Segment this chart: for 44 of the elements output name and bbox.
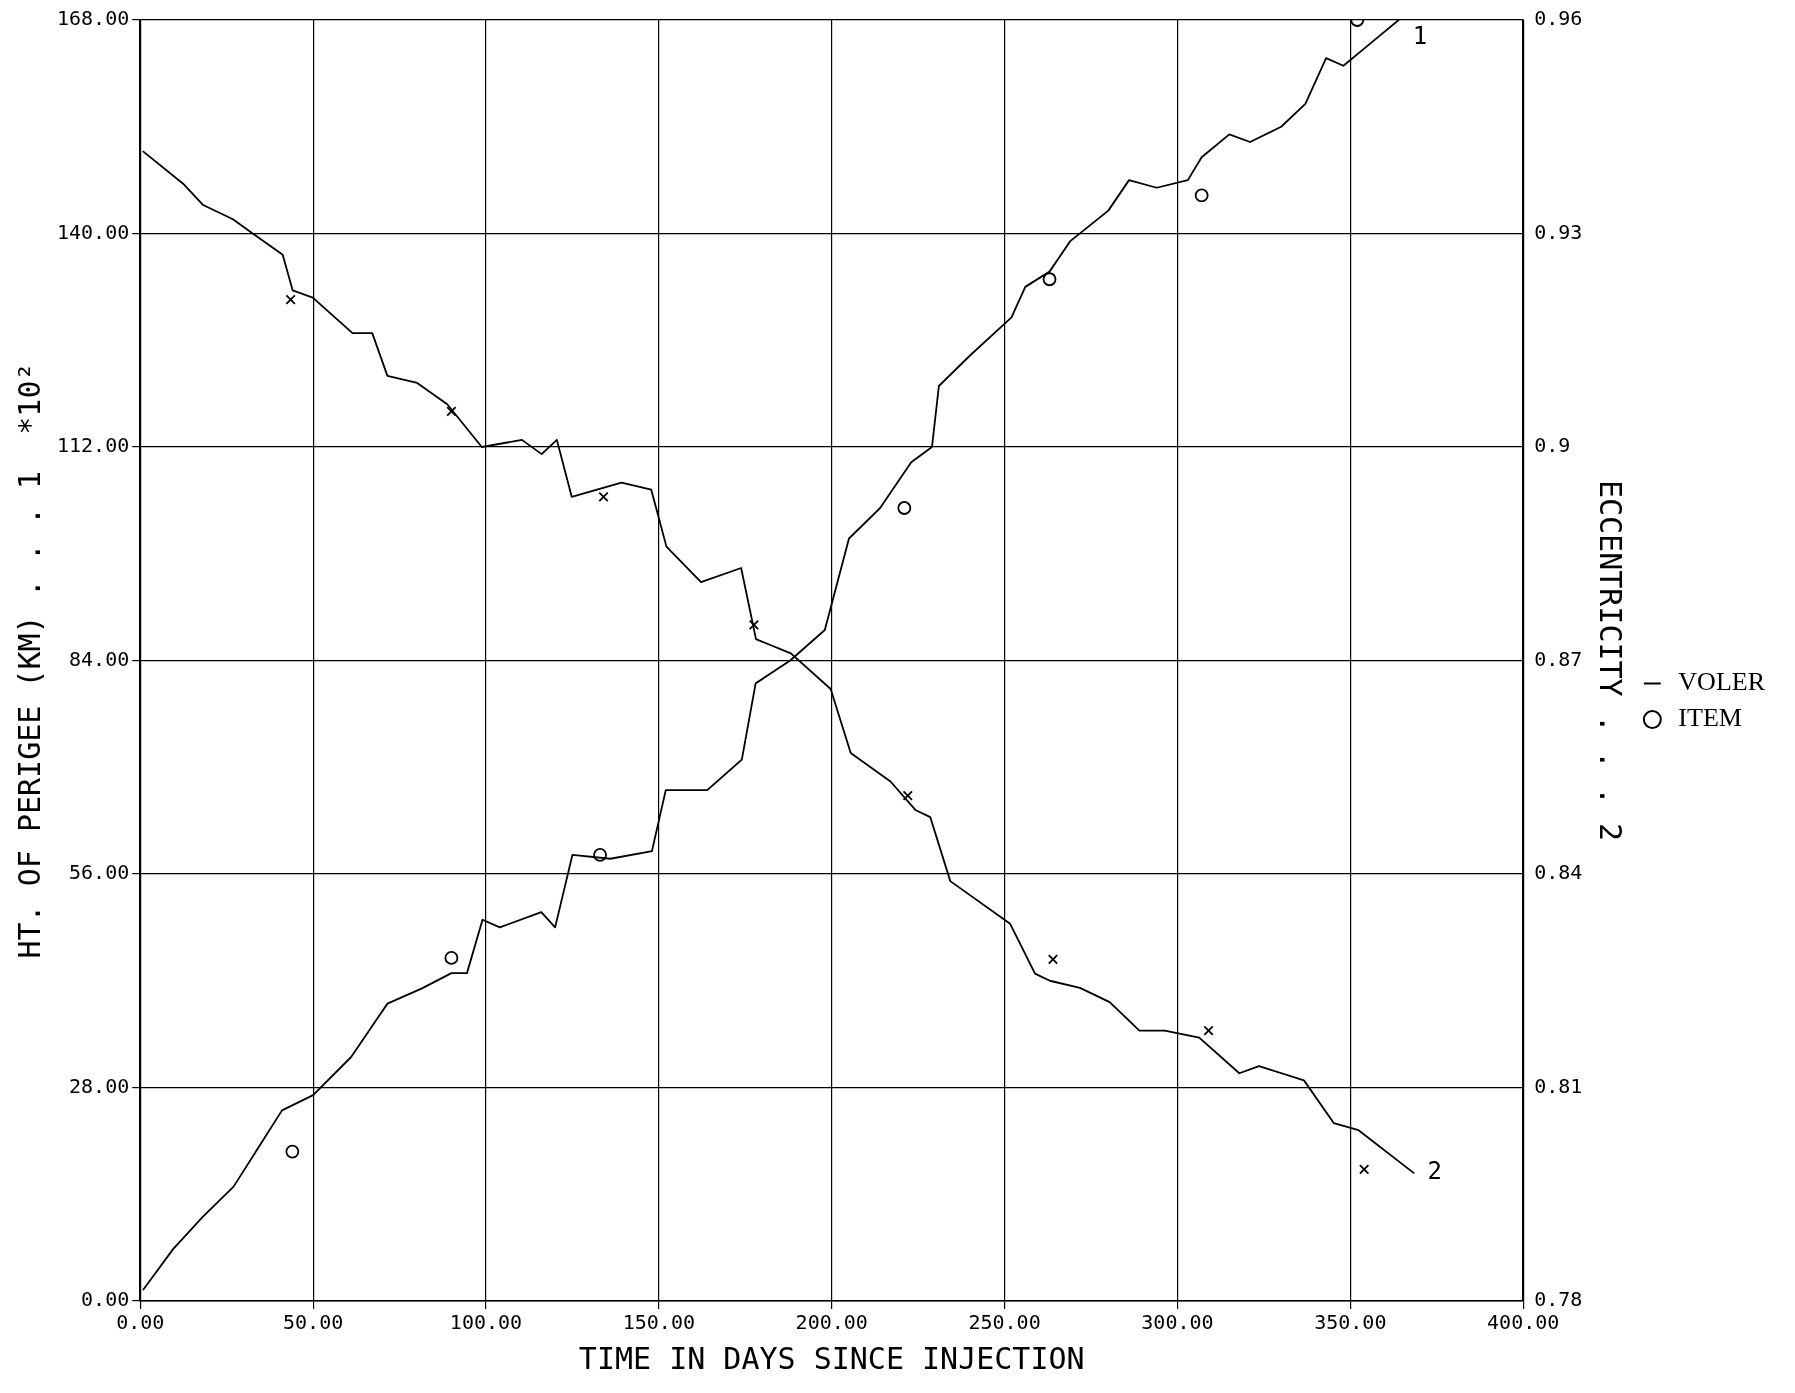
y2-tick-label: 0.87: [1534, 646, 1583, 671]
y-tick-label: 28.00: [69, 1073, 130, 1098]
y2-axis-title: ECCENTRICITY . . . 2: [1592, 479, 1628, 842]
y2-tick-label: 0.81: [1534, 1073, 1583, 1098]
y2-tick-label: 0.96: [1534, 6, 1583, 31]
x-axis-title: TIME IN DAYS SINCE INJECTION: [578, 1340, 1085, 1376]
point: [1047, 954, 1059, 965]
x-tick-label: 150.00: [622, 1310, 695, 1335]
x-tick-label: 0.00: [116, 1310, 165, 1335]
x-tick-label: 300.00: [1141, 1310, 1214, 1335]
y-tick-label: 84.00: [69, 646, 130, 671]
y2-tick-label: 0.84: [1534, 860, 1583, 885]
y2-tick-label: 0.93: [1534, 219, 1583, 244]
point: [285, 1144, 300, 1159]
x-tick-label: 50.00: [283, 1310, 344, 1335]
point: [1042, 272, 1057, 287]
y-tick-label: 56.00: [69, 860, 130, 885]
x-tick-label: 350.00: [1314, 1310, 1387, 1335]
point: [1359, 1164, 1370, 1175]
y-tick-label: 112.00: [57, 433, 130, 458]
y-tick-label: 168.00: [57, 6, 130, 31]
x-tick-label: 400.00: [1487, 1310, 1560, 1335]
y-axis-title: HT. OF PERIGEE (KM) . . . 1 *10²: [11, 362, 47, 959]
point: [444, 950, 459, 965]
legend-label: ITEM: [1678, 703, 1742, 733]
point: [1203, 1025, 1214, 1036]
y-tick-label: 140.00: [57, 219, 130, 244]
x-tick-label: 100.00: [449, 1310, 523, 1335]
point: [598, 491, 609, 502]
y2-tick-label: 0.9: [1534, 433, 1571, 458]
point: [593, 848, 607, 862]
y-tick-label: 0.00: [81, 1287, 130, 1312]
annotation: 2: [1427, 1157, 1443, 1186]
point: [897, 501, 912, 515]
point: [1194, 188, 1209, 203]
y2-tick-label: 0.78: [1534, 1287, 1583, 1312]
x-tick-label: 200.00: [795, 1310, 868, 1335]
legend-label: VOLER: [1678, 667, 1766, 697]
point: [748, 619, 760, 631]
x-tick-label: 250.00: [968, 1310, 1041, 1335]
annotation: 1: [1412, 22, 1428, 51]
point: [446, 406, 457, 417]
point: [902, 790, 913, 801]
point: [285, 294, 296, 305]
